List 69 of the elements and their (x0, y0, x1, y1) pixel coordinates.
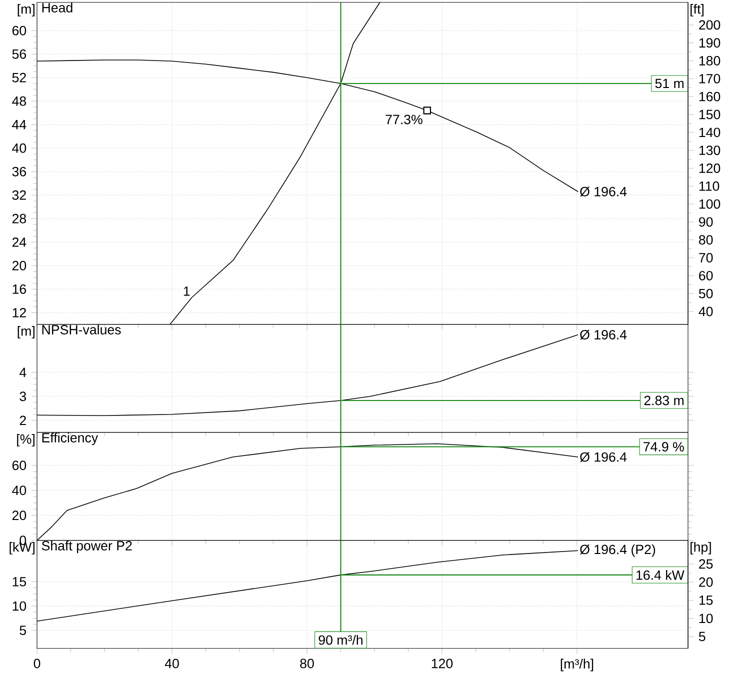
y-tick-label: 28 (12, 214, 26, 224)
x-tick-label: 120 (432, 658, 453, 668)
x-tick-label: 0 (34, 658, 40, 668)
chart-title: Head (42, 2, 72, 13)
y-tick-label: 4 (20, 368, 26, 378)
y-tick-label: 16 (12, 284, 26, 294)
y2-tick-label: 200 (699, 20, 720, 30)
y2-tick-label: 5 (698, 632, 706, 642)
y-axis-title: [%] (17, 434, 34, 447)
series-label: Ø 196.4 (P2) (580, 544, 656, 557)
y2-tick-label: 120 (699, 164, 720, 174)
y-tick-label: 56 (12, 50, 26, 59)
y2-tick-label: 150 (699, 110, 720, 120)
ref-line-label: 90 m³/h (318, 635, 362, 645)
y-tick-label: 20 (12, 510, 26, 520)
y-tick-label: 15 (12, 577, 26, 587)
y2-tick-label: 10 (699, 614, 713, 624)
y2-tick-label: 15 (699, 596, 713, 606)
y2-tick-label: 130 (699, 146, 720, 156)
y2-tick-label: 20 (699, 578, 713, 588)
y2-axis-title: [hp] (690, 542, 711, 555)
x-tick-label: [m³/h] (560, 658, 594, 672)
y2-tick-label: 100 (699, 199, 720, 209)
y2-tick-label: 25 (699, 559, 713, 569)
y-tick-label: 2 (20, 416, 26, 426)
y2-tick-label: 110 (699, 182, 720, 192)
ref-line-label: 16.4 kW (636, 570, 684, 580)
y-tick-label: 5 (20, 626, 26, 636)
y2-tick-label: 80 (699, 235, 713, 245)
y-tick-label: 12 (12, 308, 26, 318)
y-tick-label: 36 (12, 167, 26, 176)
y2-tick-label: 50 (698, 289, 713, 298)
annotation: 77.3% (386, 114, 422, 124)
chart-title: NPSH-values (42, 324, 121, 335)
y2-tick-label: 60 (699, 271, 713, 281)
y-tick-label: 20 (12, 261, 26, 271)
y2-tick-label: 40 (698, 306, 713, 316)
series-label: Ø 196.4 (580, 452, 627, 462)
y-axis-title: [m] (18, 4, 34, 17)
y-tick-label: 40 (12, 144, 26, 153)
x-tick-label: 40 (164, 658, 179, 668)
y-tick-label: 40 (12, 486, 26, 496)
y-axis-title: [m] (18, 326, 34, 339)
y2-tick-label: 180 (699, 56, 720, 66)
y-tick-label: 32 (12, 190, 26, 200)
y2-tick-label: 90 (699, 217, 713, 227)
x-tick-label: 80 (300, 658, 314, 668)
ref-line-label: 74.9 % (644, 442, 684, 452)
chart-title: Shaft power P2 (42, 540, 132, 554)
y-tick-label: 52 (12, 73, 26, 82)
chart-title: Efficiency (42, 432, 98, 446)
y2-tick-label: 140 (699, 128, 720, 138)
y-tick-label: 3 (20, 392, 26, 402)
y-tick-label: 60 (12, 460, 26, 470)
series-label: Ø 196.4 (580, 186, 627, 197)
y2-tick-label: 160 (699, 92, 720, 102)
y-tick-label: 44 (12, 120, 26, 130)
y2-tick-label: 170 (699, 74, 720, 84)
y2-tick-label: 190 (699, 38, 720, 48)
ref-line-label: 51 m (655, 78, 684, 88)
y2-axis-title: [ft] (690, 4, 704, 17)
series-label: 1 (184, 286, 190, 296)
y-tick-label: 60 (12, 26, 26, 36)
y-tick-label: 10 (12, 602, 26, 611)
series-label: Ø 196.4 (580, 330, 627, 340)
y2-tick-label: 70 (699, 253, 713, 263)
ref-line-label: 2.83 m (644, 396, 684, 406)
y-tick-label: 24 (12, 238, 26, 247)
y-tick-label: 48 (12, 96, 26, 106)
